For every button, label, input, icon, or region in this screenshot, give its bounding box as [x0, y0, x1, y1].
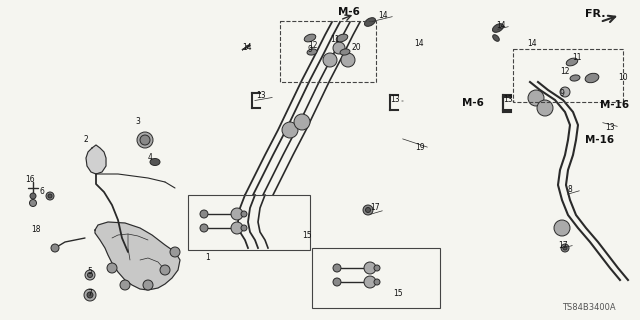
Text: 9: 9 [308, 45, 313, 54]
Circle shape [333, 42, 345, 54]
Text: 6: 6 [40, 188, 45, 196]
Circle shape [170, 247, 180, 257]
Circle shape [282, 122, 298, 138]
Circle shape [554, 220, 570, 236]
Text: TS84B3400A: TS84B3400A [562, 303, 616, 312]
Ellipse shape [340, 49, 350, 55]
Circle shape [341, 53, 355, 67]
Text: 11: 11 [572, 53, 582, 62]
Text: 2: 2 [84, 135, 89, 145]
Circle shape [231, 208, 243, 220]
Text: 3: 3 [135, 117, 140, 126]
Text: 8: 8 [567, 186, 572, 195]
Bar [188, 195, 310, 250]
Bar [312, 248, 440, 308]
Polygon shape [242, 45, 250, 50]
Circle shape [364, 276, 376, 288]
Circle shape [120, 280, 130, 290]
Circle shape [48, 194, 52, 198]
Text: M-16: M-16 [585, 135, 614, 145]
Text: M-6: M-6 [338, 7, 360, 17]
Polygon shape [95, 222, 180, 290]
Ellipse shape [307, 49, 317, 55]
Circle shape [143, 280, 153, 290]
Ellipse shape [585, 73, 599, 83]
Text: 9: 9 [560, 89, 565, 98]
Text: 1: 1 [205, 253, 210, 262]
Bar [513, 49, 623, 102]
Circle shape [363, 205, 373, 215]
Text: 19: 19 [415, 143, 424, 153]
Text: 18: 18 [31, 225, 40, 234]
Text: 13: 13 [605, 123, 614, 132]
Text: 17: 17 [370, 203, 380, 212]
Bar [280, 21, 376, 82]
Ellipse shape [365, 18, 376, 26]
Circle shape [200, 224, 208, 232]
Text: 12: 12 [560, 68, 570, 76]
Text: 14: 14 [242, 43, 252, 52]
Circle shape [29, 199, 36, 206]
Ellipse shape [570, 75, 580, 81]
Circle shape [241, 211, 247, 217]
Text: 15: 15 [302, 231, 312, 241]
Circle shape [563, 246, 567, 250]
Ellipse shape [150, 158, 160, 165]
Circle shape [46, 192, 54, 200]
Text: 4: 4 [148, 154, 153, 163]
Text: 5: 5 [87, 268, 92, 276]
Text: 13: 13 [390, 95, 399, 105]
Text: 14: 14 [527, 39, 536, 49]
Text: 15: 15 [393, 289, 403, 298]
Text: M-16: M-16 [600, 100, 629, 110]
Text: FR.: FR. [585, 9, 605, 19]
Text: 7: 7 [87, 289, 92, 298]
Text: 14: 14 [414, 39, 424, 49]
Text: M-6: M-6 [462, 98, 484, 108]
Circle shape [137, 132, 153, 148]
Ellipse shape [566, 58, 578, 66]
Circle shape [87, 292, 93, 298]
Text: 11: 11 [330, 36, 339, 44]
Circle shape [200, 210, 208, 218]
Circle shape [374, 279, 380, 285]
Circle shape [323, 53, 337, 67]
Circle shape [560, 87, 570, 97]
Ellipse shape [493, 24, 504, 32]
Ellipse shape [493, 35, 499, 41]
Circle shape [85, 270, 95, 280]
Circle shape [231, 222, 243, 234]
Polygon shape [86, 145, 106, 174]
Circle shape [294, 114, 310, 130]
Ellipse shape [336, 34, 348, 42]
Text: 14: 14 [496, 21, 506, 30]
Circle shape [241, 225, 247, 231]
Circle shape [84, 289, 96, 301]
Circle shape [30, 193, 36, 199]
Circle shape [364, 262, 376, 274]
Circle shape [365, 207, 371, 212]
Text: 20: 20 [352, 43, 362, 52]
Text: 13: 13 [503, 95, 513, 105]
Circle shape [140, 135, 150, 145]
Circle shape [528, 90, 544, 106]
Circle shape [561, 244, 569, 252]
Circle shape [160, 265, 170, 275]
Circle shape [51, 244, 59, 252]
Text: 12: 12 [308, 42, 317, 51]
Circle shape [88, 273, 93, 277]
Ellipse shape [304, 34, 316, 42]
Circle shape [374, 265, 380, 271]
Circle shape [537, 100, 553, 116]
Circle shape [333, 278, 341, 286]
Text: 13: 13 [256, 92, 266, 100]
Text: 16: 16 [25, 175, 35, 185]
Circle shape [107, 263, 117, 273]
Text: 17: 17 [558, 241, 568, 250]
Text: 14: 14 [378, 12, 388, 20]
Text: 10: 10 [618, 74, 628, 83]
Circle shape [333, 264, 341, 272]
